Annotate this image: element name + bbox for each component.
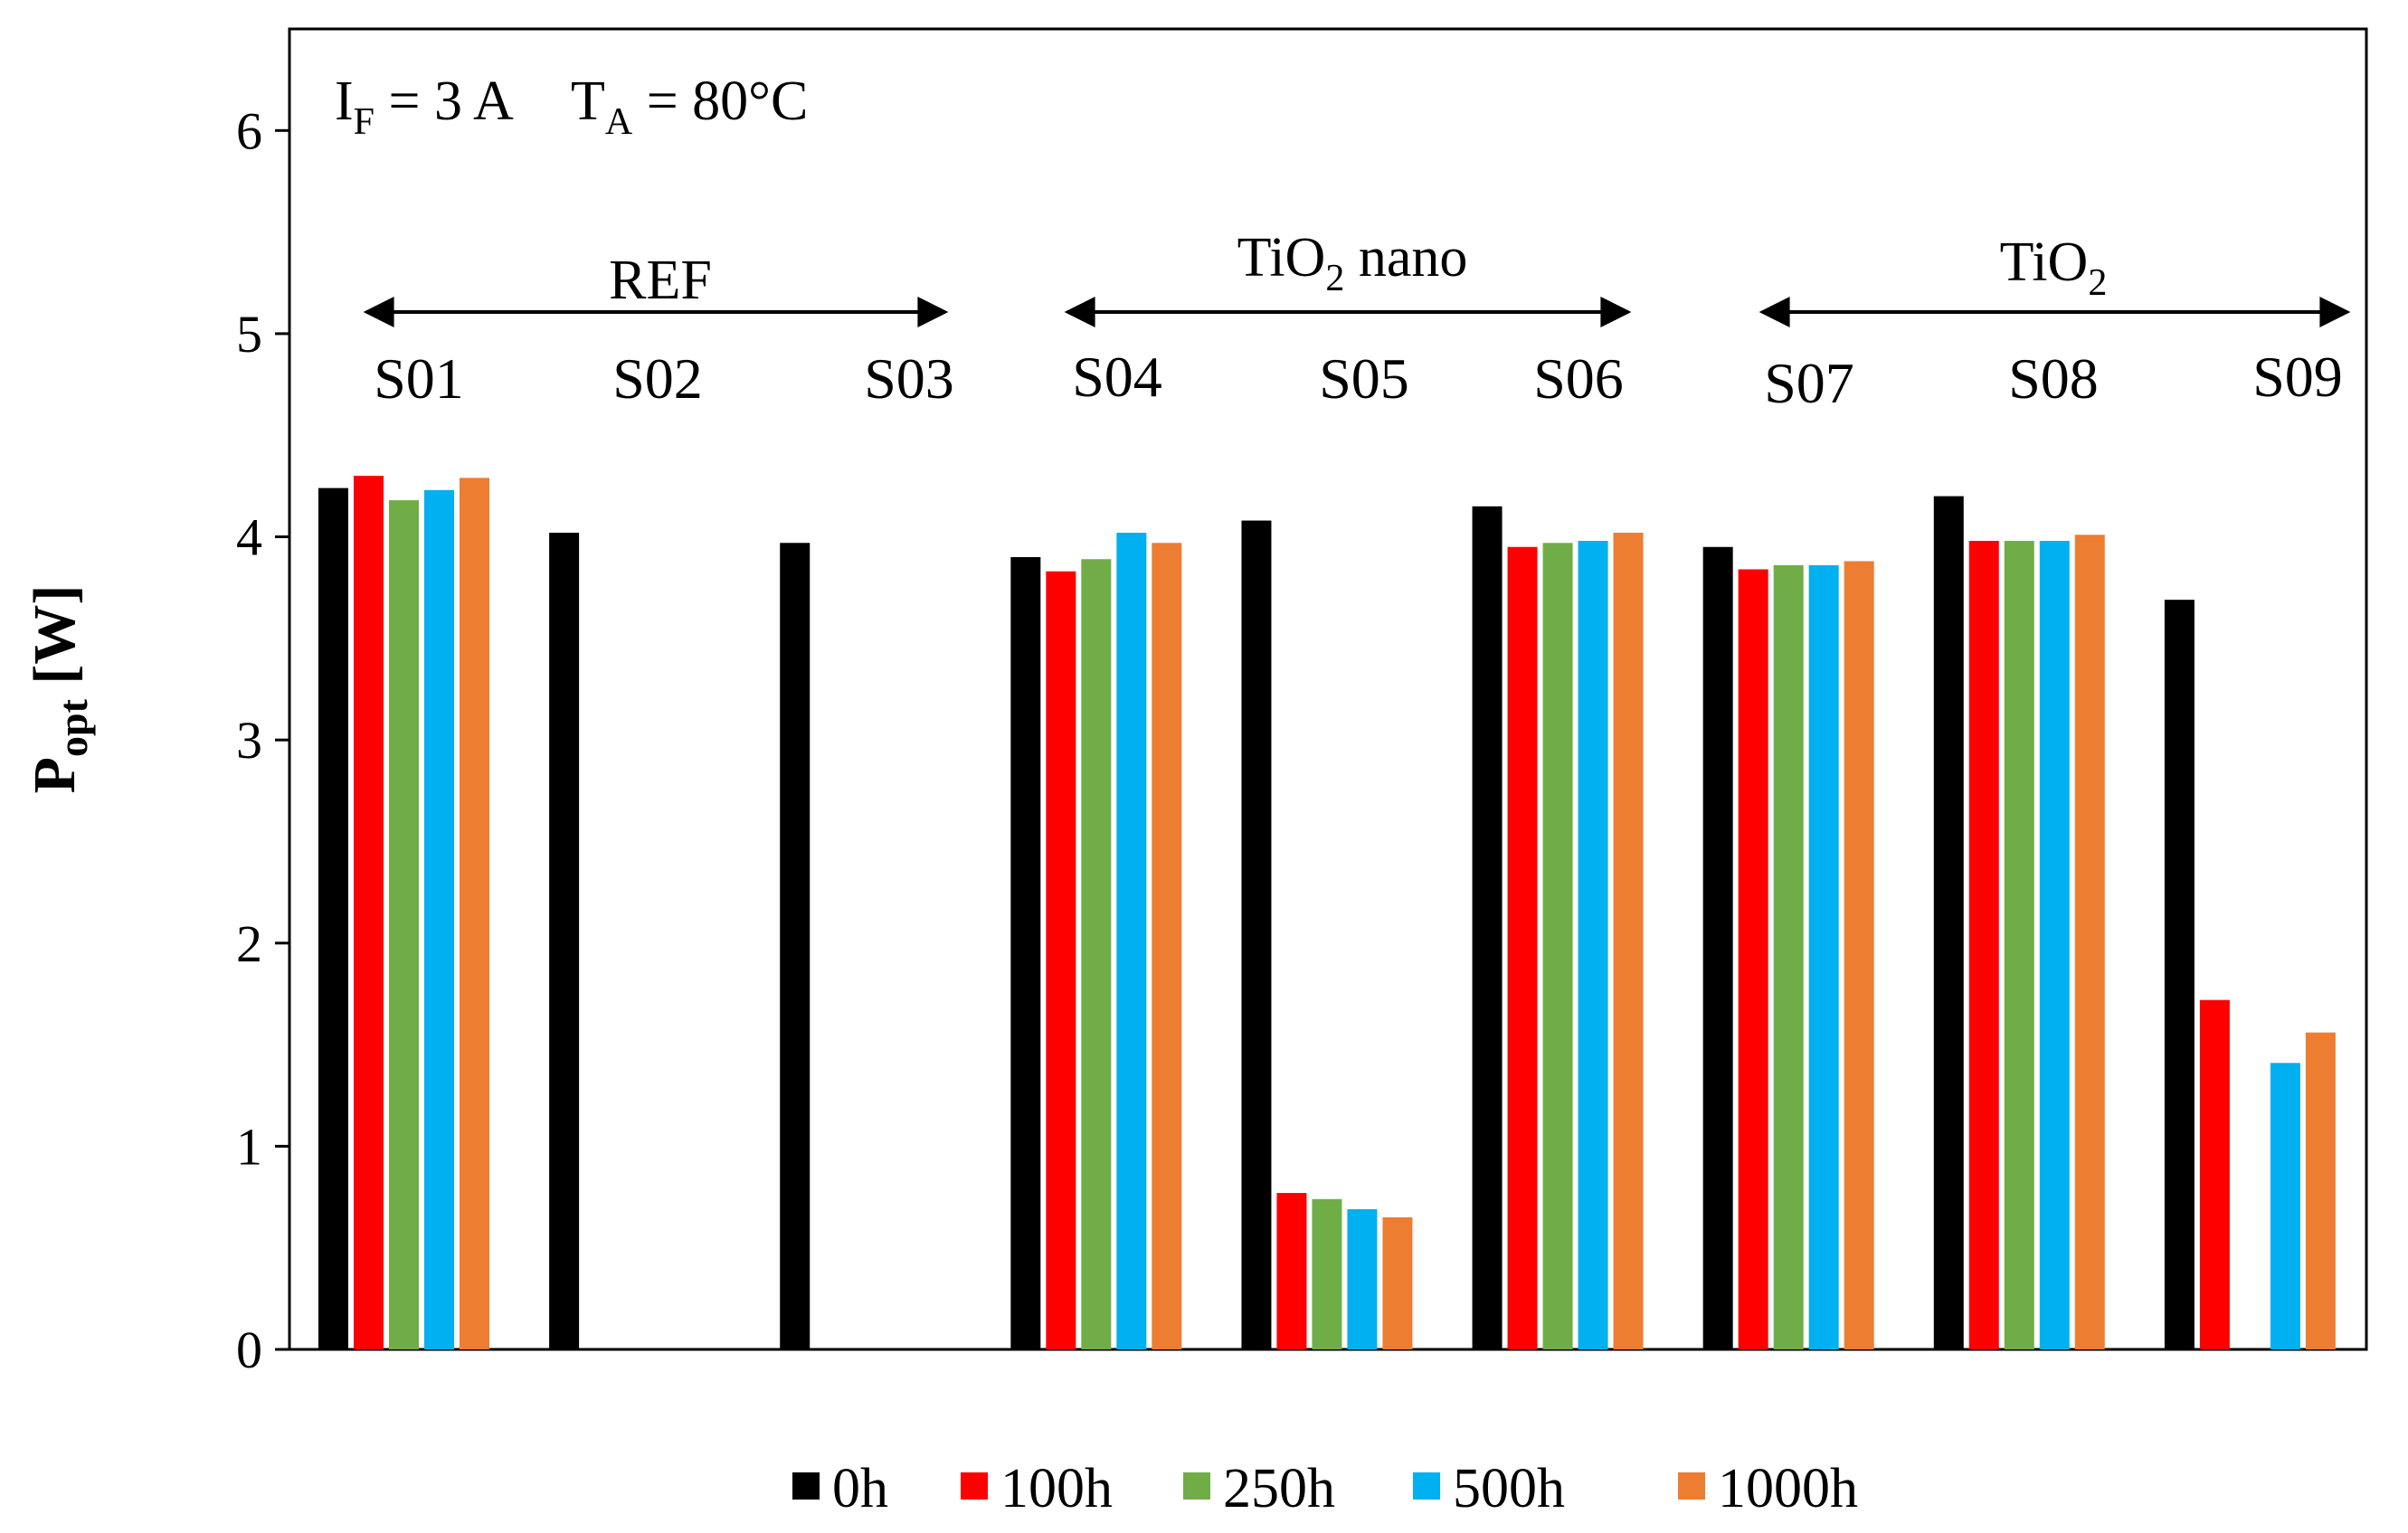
bar-S07-250h [1773,564,1804,1349]
group-label-sub: 2 [1325,258,1344,299]
legend-swatch-1000h [1678,1472,1705,1500]
sample-label-S01: S01 [374,346,464,411]
legend-label-500h: 500h [1453,1458,1565,1519]
sample-label-S06: S06 [1533,346,1624,411]
group-label-main: REF [609,250,712,311]
y-axis: 0 1 2 3 4 5 6 Popt [W] [22,101,289,1379]
bar-S05-500h [1347,1209,1378,1349]
bar-S04-1000h [1152,543,1182,1349]
y-axis-title: Popt [W] [22,585,96,794]
sample-label-S03: S03 [864,346,954,411]
bar-S04-100h [1046,571,1076,1349]
legend-swatch-500h [1413,1472,1440,1500]
bar-S08-0h [1933,496,1964,1349]
bar-S08-100h [1968,541,1999,1349]
group-label-2: TiO2 [2000,232,2108,304]
bar-S06-0h [1472,506,1503,1349]
bar-S05-100h [1276,1193,1307,1349]
legend-label-100h: 100h [1000,1458,1113,1519]
bars [318,476,2336,1349]
sample-label-S07: S07 [1764,351,1854,415]
y-tick-label: 1 [236,1117,262,1176]
bar-S01-0h [318,487,348,1349]
legend: 0h 100h 250h 500h 1000h [792,1458,1858,1519]
legend-label-1000h: 1000h [1718,1458,1858,1519]
y-tick-label: 4 [236,508,262,567]
legend-label-250h: 250h [1223,1458,1335,1519]
bar-S07-100h [1738,569,1768,1349]
bar-S09-1000h [2305,1032,2336,1349]
group-label-sub: 2 [2088,262,2107,304]
bar-S06-100h [1507,546,1538,1349]
bar-S07-0h [1702,546,1733,1349]
temperature-sub: A [605,101,633,143]
y-tick-label: 3 [236,711,262,770]
bar-S06-250h [1542,543,1573,1349]
bar-S09-100h [2199,999,2230,1349]
temperature-symbol: T [571,71,605,132]
legend-swatch-250h [1183,1472,1210,1500]
bar-S01-250h [389,500,419,1349]
bar-S09-500h [2270,1063,2300,1349]
bar-S04-250h [1081,559,1112,1349]
bar-S06-1000h [1613,533,1644,1349]
bar-S01-1000h [460,478,489,1349]
y-axis-title-main: P [22,757,88,793]
bar-S04-500h [1116,533,1147,1349]
y-tick-label: 0 [236,1320,262,1379]
bar-S01-500h [424,489,454,1349]
bar-S04-0h [1010,557,1041,1349]
y-tick-label: 5 [236,305,262,364]
group-label-main: TiO [2000,232,2089,293]
legend-label-0h: 0h [832,1458,888,1519]
legend-swatch-0h [792,1472,820,1500]
current-value: = 3 A [374,71,514,132]
y-tick-label: 2 [236,914,262,973]
bar-S07-1000h [1844,561,1874,1349]
bar-S03-0h [780,543,811,1349]
bar-S05-250h [1312,1198,1342,1349]
bar-S08-1000h [2074,535,2105,1349]
bar-S09-0h [2164,600,2195,1349]
temperature-value: = 80°C [632,71,808,132]
bar-S06-500h [1578,541,1608,1349]
conditions-label: IF = 3 A TA = 80°C [335,71,808,143]
sample-label-S09: S09 [2252,345,2343,409]
bar-S05-0h [1241,520,1272,1349]
current-sub: F [354,101,374,143]
bar-S01-100h [354,476,384,1349]
sample-label-S04: S04 [1072,345,1162,409]
bar-S08-250h [2004,541,2034,1349]
sample-label-S08: S08 [2008,346,2099,411]
group-label-main: TiO [1237,227,1326,289]
current-symbol: I [335,71,354,132]
y-tick-label: 6 [236,101,262,160]
group-label-1: TiO2 nano [1237,227,1468,299]
group-label-0: REF [609,250,712,311]
bar-S02-0h [549,533,580,1349]
y-axis-title-sub: opt [50,698,96,757]
group-label-suffix: nano [1344,227,1467,289]
y-axis-title-unit: [W] [22,585,88,699]
sample-label-S05: S05 [1319,346,1409,411]
bar-S07-500h [1808,564,1839,1349]
sample-label-S02: S02 [612,346,703,411]
legend-swatch-100h [961,1472,988,1500]
bar-S05-1000h [1382,1217,1413,1349]
bar-S08-500h [2039,541,2070,1349]
